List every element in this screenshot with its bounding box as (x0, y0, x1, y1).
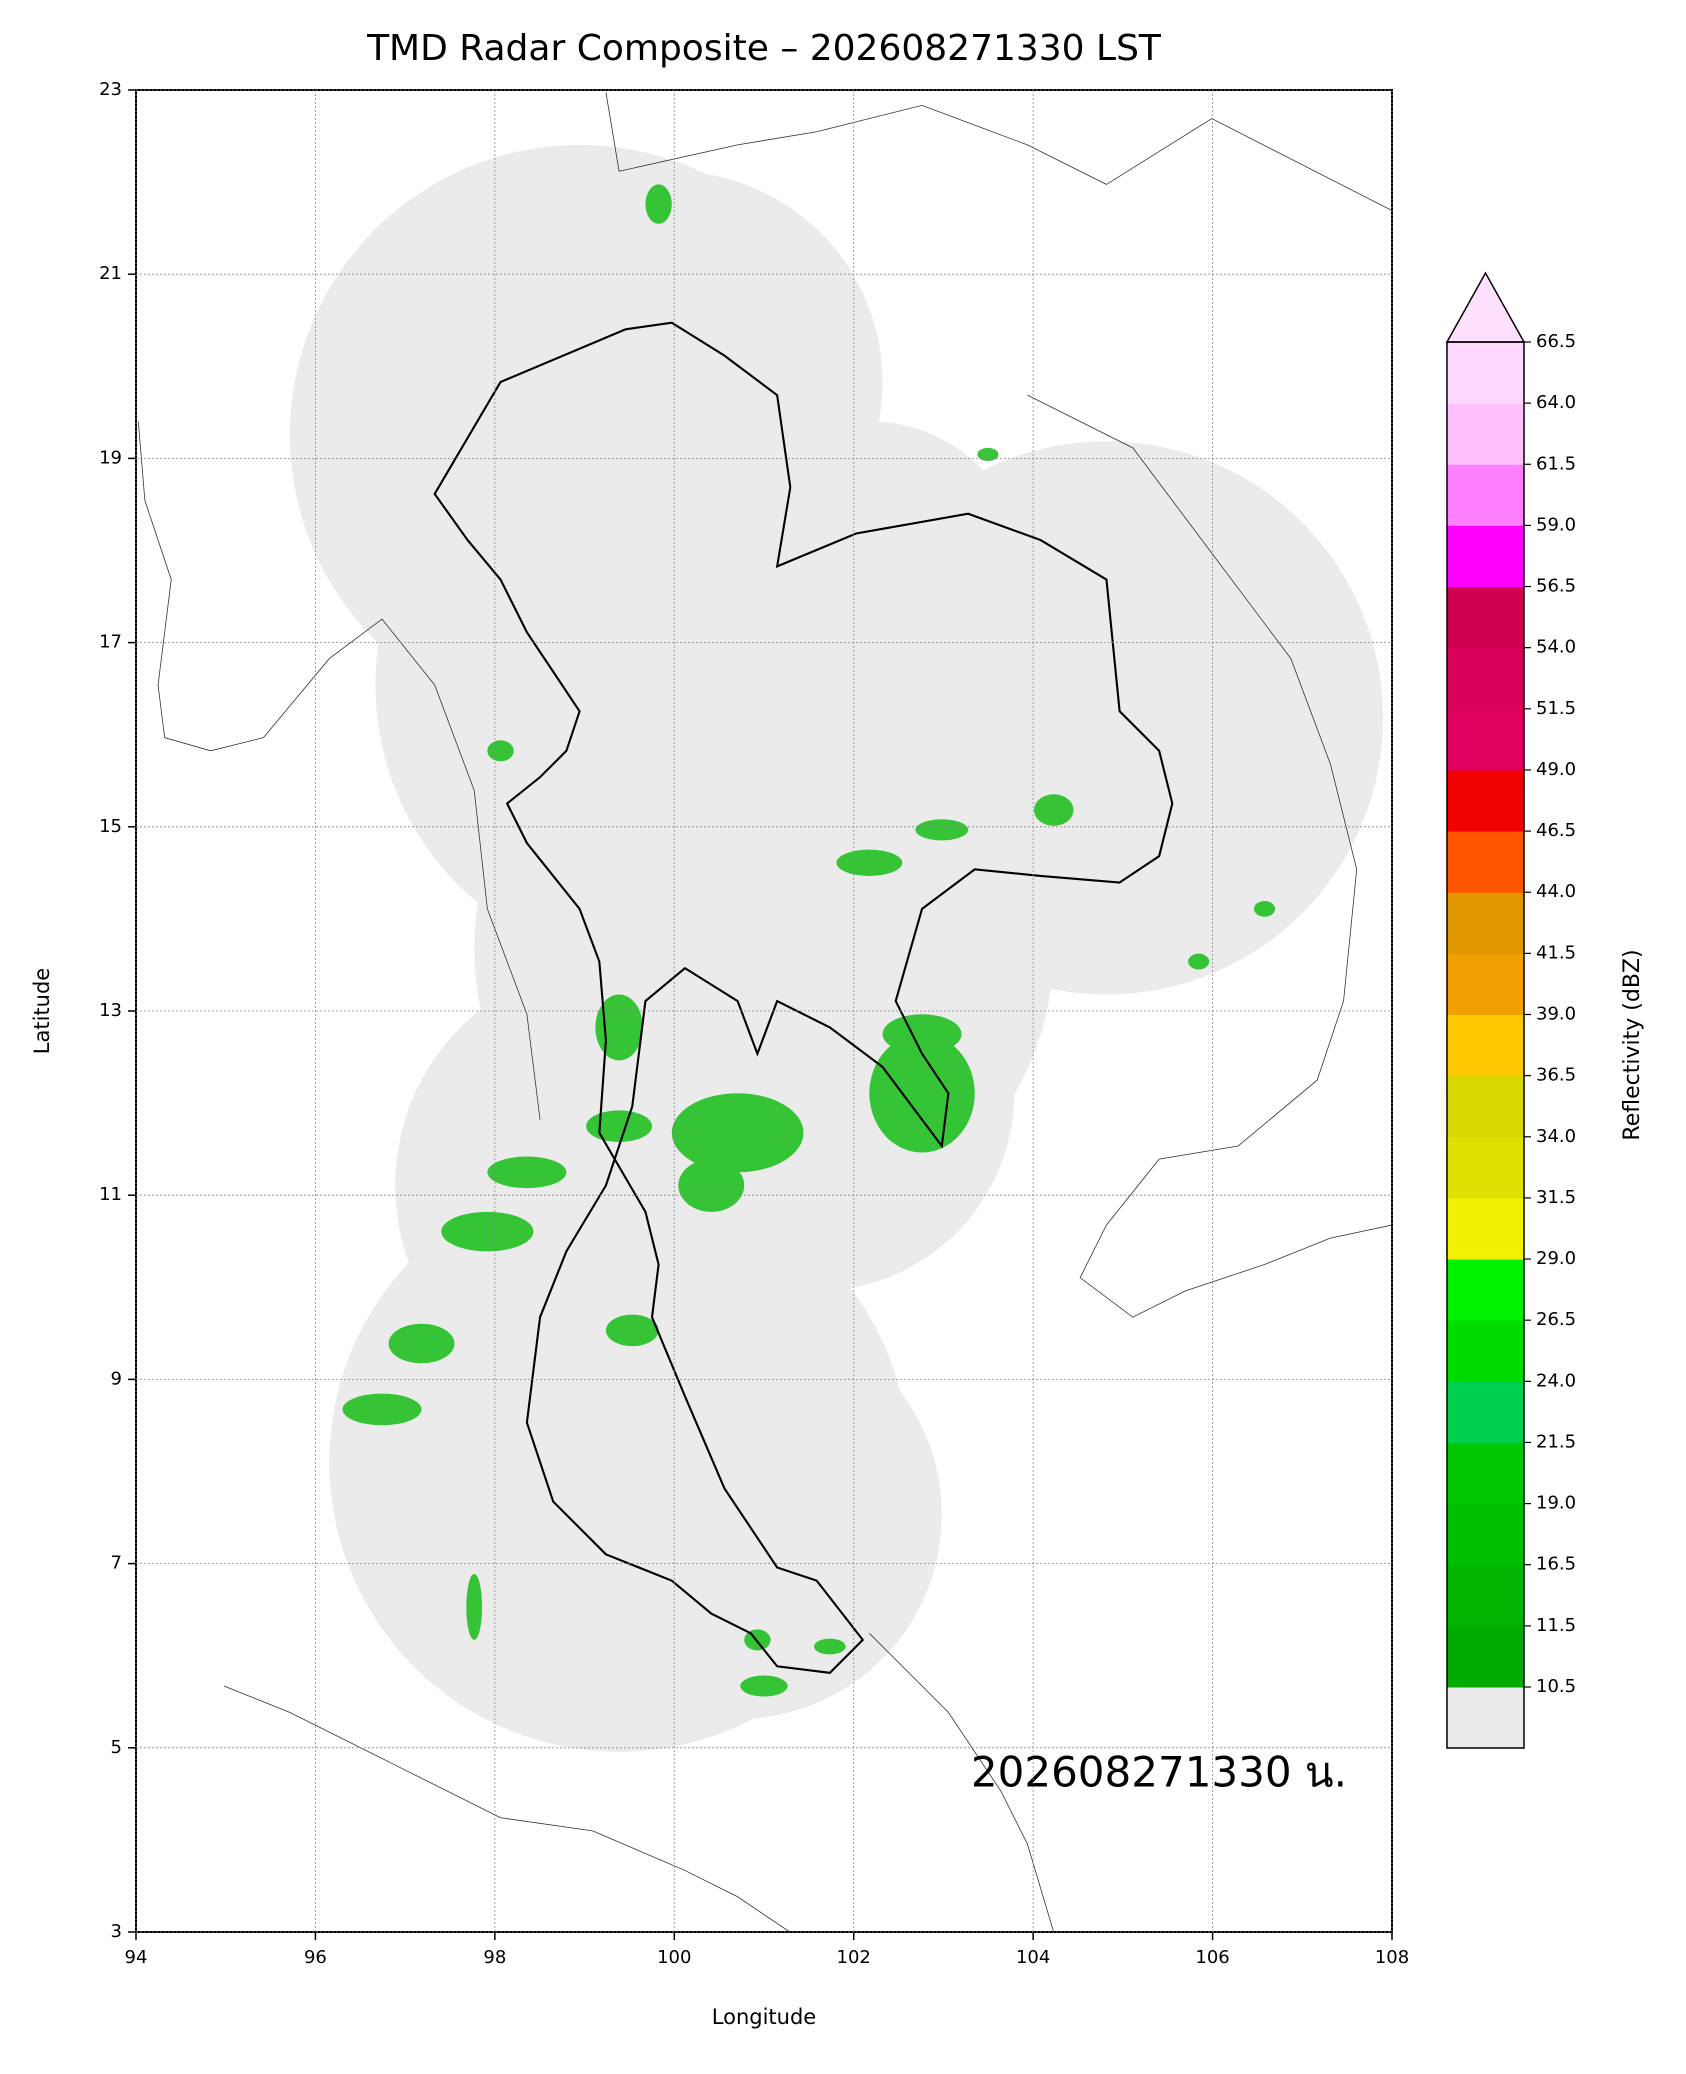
y-tick-label: 23 (99, 79, 122, 100)
colorbar-segment (1447, 342, 1524, 404)
colorbar-over (1445, 271, 1526, 343)
coastlines (137, 92, 1392, 1932)
colorbar-tick-label: 19.0 (1536, 1493, 1576, 1514)
y-tick-label: 15 (99, 816, 122, 837)
colorbar-tick-label: 66.5 (1536, 331, 1576, 352)
colorbar-frame (1446, 341, 1525, 1749)
y-tick-label: 13 (99, 1000, 122, 1021)
y-tick-label: 7 (111, 1553, 122, 1574)
colorbar-segment (1447, 1320, 1524, 1382)
y-tick-label: 17 (99, 632, 122, 653)
colorbar-tick-label: 29.0 (1536, 1248, 1576, 1269)
colorbar-segment (1447, 1075, 1524, 1138)
colorbar-segment (1447, 1625, 1524, 1688)
colorbar-tick-label: 44.0 (1536, 881, 1576, 902)
colorbar-segment (1447, 464, 1524, 526)
colorbar-segment (1447, 586, 1524, 649)
colorbar-segment (1447, 831, 1524, 893)
colorbar-tick-label: 34.0 (1536, 1126, 1576, 1147)
x-tick-label: 100 (657, 1947, 691, 1968)
colorbar-tick-label: 10.5 (1536, 1676, 1576, 1697)
colorbar-tick-label: 61.5 (1536, 453, 1576, 474)
x-tick-label: 96 (304, 1947, 327, 1968)
y-tick-label: 21 (99, 263, 122, 284)
y-tick-label: 19 (99, 447, 122, 468)
x-tick-label: 104 (1016, 1947, 1050, 1968)
map-layer (137, 92, 1392, 1932)
colorbar-segment (1447, 1442, 1524, 1505)
colorbar-tick-label: 54.0 (1536, 637, 1576, 658)
y-tick-label: 9 (111, 1368, 122, 1389)
colorbar-tick-label: 31.5 (1536, 1187, 1576, 1208)
colorbar-tick-label: 21.5 (1536, 1431, 1576, 1452)
y-tick-label: 5 (111, 1737, 122, 1758)
colorbar-tick-label: 51.5 (1536, 698, 1576, 719)
colorbar-segment (1447, 403, 1524, 465)
y-tick-label: 3 (111, 1921, 122, 1942)
radar-echoes (342, 184, 1276, 1697)
x-tick-label: 108 (1375, 1947, 1409, 1968)
colorbar-segment (1447, 708, 1524, 771)
colorbar-tick-label: 16.5 (1536, 1554, 1576, 1575)
timestamp-annotation: 202608271330 น. (971, 1748, 1347, 1797)
x-tick-label: 94 (125, 1947, 148, 1968)
radar-coverage (289, 144, 1384, 1752)
colorbar-segment (1447, 1197, 1524, 1260)
colorbar-tick-label: 26.5 (1536, 1309, 1576, 1330)
colorbar-tick-label: 24.0 (1536, 1370, 1576, 1391)
x-tick-label: 98 (483, 1947, 506, 1968)
y-tick-label: 11 (99, 1184, 122, 1205)
colorbar-tick-label: 49.0 (1536, 759, 1576, 780)
colorbar-segment (1447, 1503, 1524, 1566)
colorbar-segment (1447, 1136, 1524, 1199)
colorbar-tick-label: 64.0 (1536, 392, 1576, 413)
colorbar-tick-label: 56.5 (1536, 576, 1576, 597)
x-tick-label: 102 (837, 1947, 871, 1968)
x-tick-label: 106 (1195, 1947, 1229, 1968)
y-axis-label: Latitude (30, 968, 54, 1054)
x-axis-label: Longitude (712, 2005, 816, 2029)
colorbar-segment (1447, 1259, 1524, 1321)
chart-title: TMD Radar Composite – 202608271330 LST (366, 28, 1162, 69)
country-border (433, 321, 1174, 1674)
colorbar-segment (1447, 953, 1524, 1015)
colorbar-segment (1447, 525, 1524, 588)
colorbar-tick-label: 39.0 (1536, 1004, 1576, 1025)
colorbar-segment (1447, 1014, 1524, 1077)
colorbar-label: Reflectivity (dBZ) (1620, 949, 1645, 1140)
colorbar-segment (1447, 769, 1524, 832)
colorbar-segment (1447, 892, 1524, 954)
colorbar-tick-label: 36.5 (1536, 1065, 1576, 1086)
colorbar-segment (1447, 1381, 1524, 1443)
colorbar-tick-label: 11.5 (1536, 1615, 1576, 1636)
colorbar-segment (1447, 647, 1524, 710)
colorbar-tick-label: 46.5 (1536, 820, 1576, 841)
colorbar-segment (1447, 1564, 1524, 1627)
colorbar-under (1447, 1687, 1524, 1748)
colorbar-tick-label: 41.5 (1536, 942, 1576, 963)
colorbar-tick-label: 59.0 (1536, 514, 1576, 535)
